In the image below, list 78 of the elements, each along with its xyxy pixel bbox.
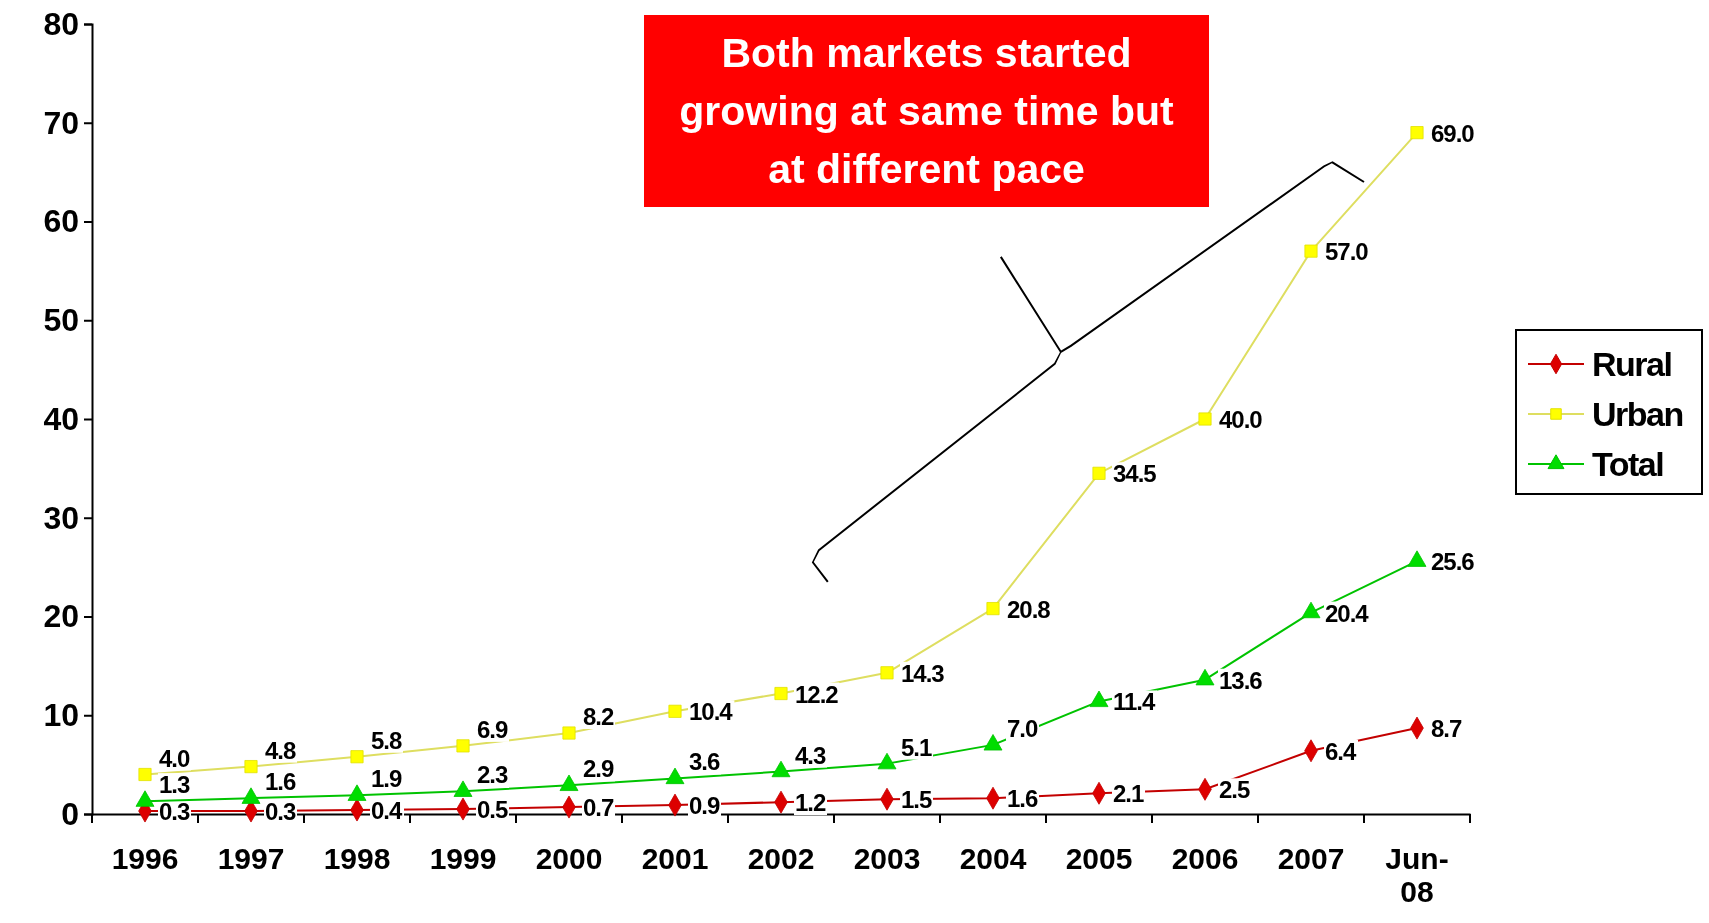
data-label: 2.1 [1113,780,1145,808]
x-tick-label: 2006 [1171,842,1239,875]
data-label: 0.5 [477,796,509,824]
data-label: 8.7 [1431,715,1463,743]
data-label: 25.6 [1431,548,1475,576]
point [774,687,788,701]
y-tick-label: 40 [43,400,79,437]
data-label: 13.6 [1219,666,1263,694]
data-label: 1.6 [265,768,297,796]
data-label: 5.8 [371,726,403,754]
data-label: 20.8 [1007,595,1051,623]
point [350,750,364,764]
point [986,602,1000,616]
data-label: 2.3 [477,761,509,789]
y-tick-label: 20 [43,598,79,635]
data-label: 11.4 [1113,688,1157,716]
annotation: Both markets started growing at same time but at different pace [679,30,1175,192]
data-label: 2.9 [583,755,615,783]
data-label: 1.2 [795,789,827,817]
data-label: 69.0 [1431,119,1475,147]
x-tick-label: 2007 [1277,842,1345,875]
y-tick-label: 0 [61,795,79,832]
x-tick-label: 2004 [959,842,1027,875]
point [668,704,682,718]
data-label: 0.3 [159,798,191,826]
point [1410,126,1424,140]
data-label: 0.4 [371,797,404,825]
data-label: 2.5 [1219,776,1251,804]
point [1304,244,1318,258]
data-label: 40.0 [1219,406,1263,433]
data-label: 1.3 [159,771,191,799]
data-label: 0.9 [689,792,721,820]
data-label: 8.2 [583,703,615,731]
data-label: 7.0 [1007,714,1039,742]
legend-label: Total [1592,445,1664,483]
data-label: 6.4 [1325,737,1358,765]
data-label: 0.7 [583,794,615,822]
point [1198,412,1212,426]
point [562,726,576,740]
data-label: 14.3 [901,659,945,687]
data-label: 57.0 [1325,238,1369,266]
data-label: 12.2 [795,680,839,708]
legend-label: Rural [1592,345,1672,383]
y-tick-label: 10 [43,696,79,733]
data-label: 6.9 [477,715,509,743]
data-label: 4.0 [159,744,191,772]
x-tick-label: Jun-08 [1385,842,1449,908]
point [456,739,470,753]
legend-label: Urban [1592,395,1683,433]
data-label: 5.1 [901,733,933,761]
x-tick-label: 2003 [853,842,921,875]
x-tick-label: 2001 [641,842,709,875]
x-tick-label: 1996 [111,842,179,875]
x-tick-label: 2002 [747,842,815,875]
y-tick-label: 30 [43,499,79,536]
data-label: 1.6 [1007,785,1039,813]
data-label: 20.4 [1325,599,1370,627]
data-label: 34.5 [1113,460,1157,488]
y-tick-label: 70 [43,104,79,141]
point [244,760,258,774]
y-tick-label: 80 [43,5,79,42]
x-tick-label: 1997 [217,842,285,875]
point [880,666,894,680]
x-tick-label: 1998 [323,842,391,875]
data-label: 4.3 [795,741,827,769]
data-label: 1.9 [371,765,403,793]
x-tick-label: 1999 [429,842,497,875]
point [138,767,152,782]
point [1092,466,1106,480]
data-label: 10.4 [689,698,734,726]
x-tick-label: 2005 [1065,842,1133,875]
data-label: 3.6 [689,748,721,776]
data-label: 1.5 [901,786,933,814]
data-label: 0.3 [265,798,297,826]
x-tick-label: 2000 [535,842,603,875]
data-label: 4.8 [265,736,297,764]
y-tick-label: 60 [43,203,79,240]
y-tick-label: 50 [43,301,79,338]
